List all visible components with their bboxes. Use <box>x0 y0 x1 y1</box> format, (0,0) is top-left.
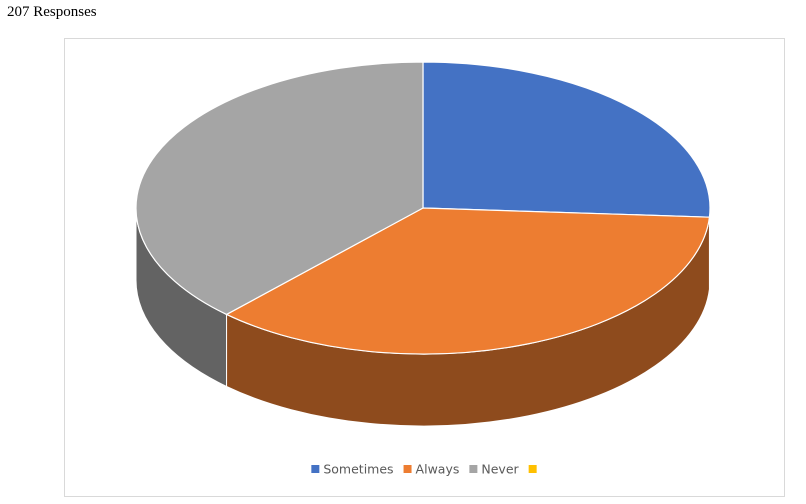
legend-swatch <box>469 465 478 473</box>
pie-slice <box>135 61 424 316</box>
legend-swatch <box>403 465 412 473</box>
legend-swatch <box>528 465 537 473</box>
legend-label: Sometimes <box>323 462 393 477</box>
chart-title: 207 Responses <box>7 4 97 20</box>
legend-label: Never <box>481 462 519 477</box>
pie-slice <box>422 61 711 218</box>
pie-slice <box>225 207 711 355</box>
legend-label: Always <box>416 462 460 477</box>
legend: Sometimes Always Never <box>311 462 537 477</box>
legend-swatch <box>311 465 320 473</box>
